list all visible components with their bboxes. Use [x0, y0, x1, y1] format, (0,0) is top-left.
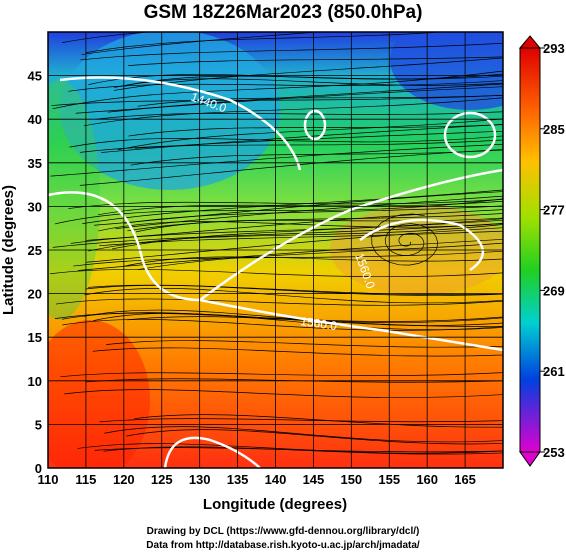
y-axis-label: Latitude (degrees) — [0, 185, 17, 315]
streamline — [60, 372, 503, 378]
streamline — [114, 78, 503, 88]
contour-label: 1560.0 — [300, 314, 339, 333]
colorbar-labels: 293 285 277 269 261 253 — [540, 41, 565, 460]
streamline — [64, 389, 503, 398]
streamline — [84, 288, 503, 304]
streamline — [77, 443, 503, 454]
y-tick-label: 30 — [28, 199, 42, 214]
streamline — [69, 135, 503, 148]
y-tick-label: 0 — [35, 461, 42, 476]
credit-data-source: Data from http://database.rish.kyoto-u.a… — [146, 540, 420, 551]
x-tick-label: 140 — [265, 472, 287, 487]
credit-dcl: Drawing by DCL (https://www.gfd-dennou.o… — [146, 526, 420, 537]
y-tick-label: 5 — [35, 417, 42, 432]
x-tick-label: 110 — [38, 472, 59, 487]
chart-title: GSM 18Z26Mar2023 (850.0hPa) — [143, 2, 423, 23]
streamline — [61, 32, 156, 43]
plot-frame — [47, 31, 504, 469]
y-tick-label: 15 — [28, 330, 42, 345]
streamline — [93, 313, 503, 331]
streamline — [137, 94, 503, 107]
y-tick-label: 10 — [28, 374, 42, 389]
x-tick-label: 150 — [340, 472, 362, 487]
streamline — [55, 298, 503, 306]
streamline — [92, 347, 503, 357]
streamline — [98, 200, 503, 216]
colorbar — [518, 35, 542, 467]
streamline — [124, 205, 503, 224]
streamline — [128, 56, 503, 66]
x-tick-label: 165 — [454, 472, 476, 487]
streamline — [128, 124, 503, 137]
streamline — [135, 217, 503, 233]
streamline — [80, 139, 503, 153]
streamline — [127, 213, 503, 232]
streamline — [68, 199, 503, 209]
streamline — [99, 230, 503, 247]
x-tick-label: 145 — [303, 472, 325, 487]
streamline — [126, 429, 503, 445]
streamline — [107, 83, 503, 113]
streamline — [134, 414, 503, 428]
streamline — [61, 312, 503, 323]
x-tick-label: 130 — [189, 472, 211, 487]
x-tick-label: 135 — [227, 472, 249, 487]
colorbar-label: 269 — [543, 283, 565, 298]
y-tick-label: 20 — [28, 287, 42, 302]
colorbar-label: 261 — [543, 364, 565, 379]
streamline — [99, 418, 503, 423]
x-tick-label: 160 — [416, 472, 438, 487]
x-tick-label: 155 — [378, 472, 400, 487]
colorbar-label: 293 — [543, 41, 565, 56]
streamline — [50, 143, 503, 177]
streamline — [88, 284, 503, 296]
colorbar-label: 253 — [543, 445, 565, 460]
y-tick-labels: 0 5 10 15 20 25 30 35 40 45 — [28, 69, 42, 476]
streamline — [104, 426, 503, 443]
x-tick-labels: 110 115 120 125 130 135 140 145 150 155 160 165 — [38, 472, 476, 487]
streamline — [101, 124, 503, 153]
wind-streamlines — [50, 32, 503, 455]
streamline — [50, 269, 503, 278]
streamline — [103, 446, 503, 455]
streamline — [80, 42, 503, 61]
streamline — [138, 242, 503, 270]
y-tick-label: 25 — [28, 243, 42, 258]
streamline — [98, 221, 503, 232]
x-tick-label: 115 — [75, 472, 96, 487]
streamline — [120, 75, 503, 87]
colorbar-label: 277 — [543, 203, 565, 218]
lat-lon-grid — [47, 32, 503, 469]
streamline — [85, 32, 449, 54]
colorbar-label: 285 — [543, 122, 565, 137]
streamline — [111, 218, 503, 250]
y-tick-label: 40 — [28, 112, 42, 127]
x-axis-label: Longitude (degrees) — [203, 496, 347, 513]
streamline — [54, 198, 503, 225]
streamline — [82, 189, 503, 224]
streamline — [115, 195, 503, 230]
y-tick-label: 35 — [28, 156, 42, 171]
streamline — [78, 238, 503, 271]
streamline — [85, 284, 503, 296]
x-tick-label: 125 — [151, 472, 173, 487]
streamline — [81, 32, 324, 55]
y-tick-label: 45 — [28, 69, 42, 84]
streamline — [52, 223, 503, 248]
x-tick-label: 120 — [113, 472, 135, 487]
